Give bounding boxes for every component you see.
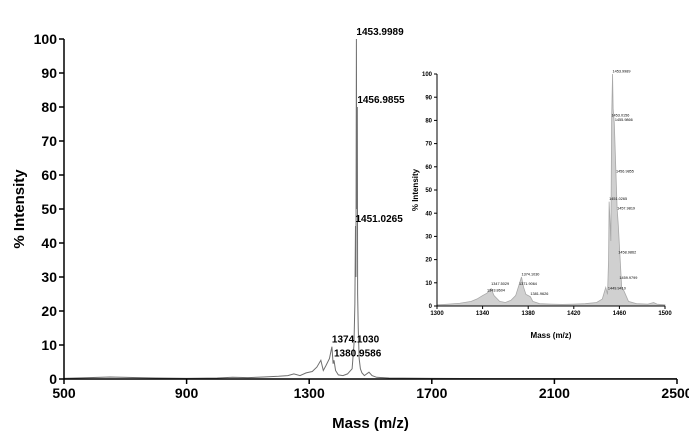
y-tick-label: 60 [425, 165, 432, 171]
peak-label: 1457.9819 [617, 206, 635, 210]
y-tick-label: 10 [41, 337, 57, 353]
peak-label: 1453.9989 [356, 27, 404, 38]
peak-label: 1451.0265 [609, 197, 627, 201]
y-tick-label: 40 [425, 211, 432, 217]
x-tick-label: 900 [175, 385, 199, 401]
peak-label: 1453.9989 [613, 70, 631, 74]
x-tick-label: 500 [52, 385, 76, 401]
y-tick-label: 70 [41, 133, 57, 149]
y-tick-label: 40 [41, 235, 57, 251]
y-tick-label: 60 [41, 167, 57, 183]
peak-label: 1456.9855 [616, 169, 634, 173]
x-tick-label: 1380 [522, 311, 536, 317]
y-tick-label: 90 [425, 95, 432, 101]
x-tick-label: 1300 [430, 311, 444, 317]
peak-label: 1449.9410 [608, 286, 626, 290]
peak-label: 1453.0156 [611, 114, 629, 118]
peak-label: 1459.9799 [619, 276, 637, 280]
peak-label: 1456.9855 [357, 95, 405, 106]
peak-label: 1371.9064 [519, 282, 537, 286]
x-tick-label: 1500 [658, 311, 672, 317]
peak-label: 1455.9866 [615, 118, 633, 122]
peak-label: 1347.5029 [491, 282, 509, 286]
y-tick-label: 10 [425, 281, 432, 287]
peak-label: 1374.1030 [521, 273, 539, 277]
peak-label: 1451.0265 [355, 214, 403, 225]
x-tick-label: 2500 [661, 385, 689, 401]
y-tick-label: 30 [425, 235, 432, 241]
y-tick-label: 50 [41, 201, 57, 217]
y-tick-label: 50 [425, 188, 432, 194]
peak-label: 1343.8604 [487, 289, 505, 293]
y-tick-label: 100 [422, 72, 433, 78]
y-axis-label: % Intensity [411, 168, 420, 211]
y-tick-label: 80 [425, 119, 432, 125]
y-tick-label: 20 [425, 258, 432, 264]
peak-label: 1374.1030 [332, 335, 380, 346]
y-tick-label: 70 [425, 142, 432, 148]
y-tick-label: 100 [34, 31, 58, 47]
x-tick-label: 2100 [539, 385, 570, 401]
y-tick-label: 20 [41, 303, 57, 319]
x-tick-label: 1460 [613, 311, 627, 317]
peak-label: 1380.9586 [334, 348, 382, 359]
x-tick-label: 1340 [476, 311, 490, 317]
y-tick-label: 80 [41, 99, 57, 115]
y-tick-label: 90 [41, 65, 57, 81]
x-axis-label: Mass (m/z) [531, 331, 572, 340]
y-axis-label: % Intensity [11, 169, 28, 249]
x-tick-label: 1420 [567, 311, 581, 317]
x-axis-label: Mass (m/z) [332, 415, 409, 432]
y-tick-label: 30 [41, 269, 57, 285]
x-tick-label: 1300 [294, 385, 325, 401]
peak-label: 1381.9626 [530, 292, 548, 296]
peak-label: 1458.9862 [618, 250, 636, 254]
x-tick-label: 1700 [416, 385, 447, 401]
